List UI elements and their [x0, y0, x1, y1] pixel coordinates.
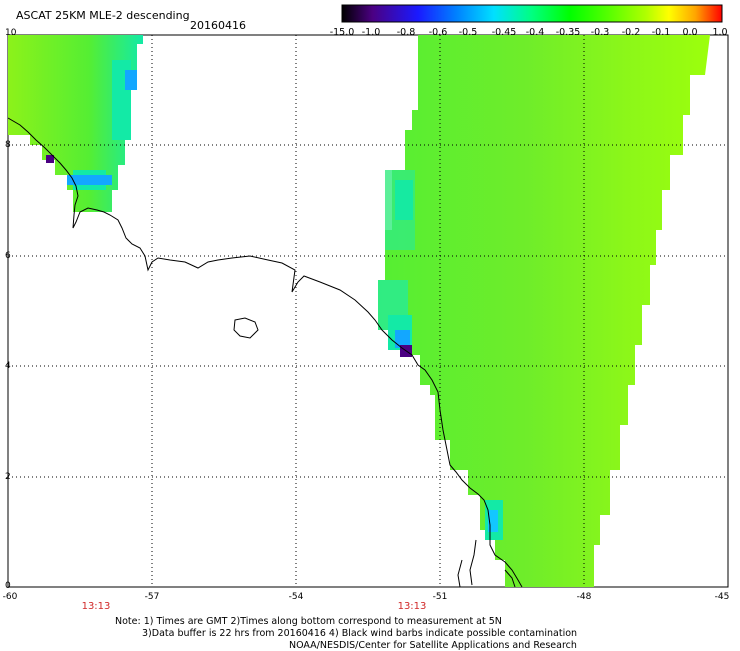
- colorbar-label: 0.0: [682, 27, 698, 38]
- lat-label: 8: [5, 140, 11, 150]
- lon-label: -51: [432, 592, 448, 602]
- lon-label: -60: [2, 592, 18, 602]
- lon-label: -57: [144, 592, 160, 602]
- lon-label: -45: [714, 592, 730, 602]
- right-swath: [378, 35, 710, 587]
- colorbar-label: -15.0: [329, 27, 355, 38]
- coastline: [7, 117, 523, 588]
- colorbar-label: -0.1: [651, 27, 671, 38]
- lon-label: -48: [576, 592, 592, 602]
- footnote-credit: NOAA/NESDIS/Center for Satellite Applica…: [289, 640, 577, 651]
- footnote-line-2: 3)Data buffer is 22 hrs from 20160416 4)…: [142, 628, 578, 639]
- footnote-line-1: Note: 1) Times are GMT 2)Times along bot…: [115, 616, 502, 627]
- colorbar-label: -1.0: [361, 27, 381, 38]
- colorbar-label: -0.8: [396, 27, 416, 38]
- lat-label: 2: [5, 472, 11, 482]
- lat-label: 0: [5, 581, 11, 591]
- colorbar-label: -0.4: [525, 27, 545, 38]
- pass-time: 13:13: [81, 601, 111, 612]
- colorbar-label: -0.5: [458, 27, 478, 38]
- colorbar-label: -0.6: [428, 27, 448, 38]
- map-title: ASCAT 25KM MLE-2 descending: [16, 9, 190, 22]
- left-swath: [8, 35, 143, 212]
- colorbar: [341, 4, 723, 23]
- lon-label: -54: [288, 592, 304, 602]
- colorbar-label: -0.35: [555, 27, 581, 38]
- colorbar-label: -0.2: [621, 27, 641, 38]
- lat-label: 10: [5, 28, 17, 38]
- colorbar-label: -0.3: [590, 27, 610, 38]
- map-date: 20160416: [190, 19, 246, 32]
- pass-time: 13:13: [397, 601, 427, 612]
- colorbar-label: -0.45: [491, 27, 517, 38]
- map-frame: [7, 34, 729, 588]
- lat-label: 4: [5, 361, 11, 371]
- lat-lon-grid: [8, 35, 728, 587]
- lat-label: 6: [5, 251, 11, 261]
- colorbar-label: 1.0: [712, 27, 728, 38]
